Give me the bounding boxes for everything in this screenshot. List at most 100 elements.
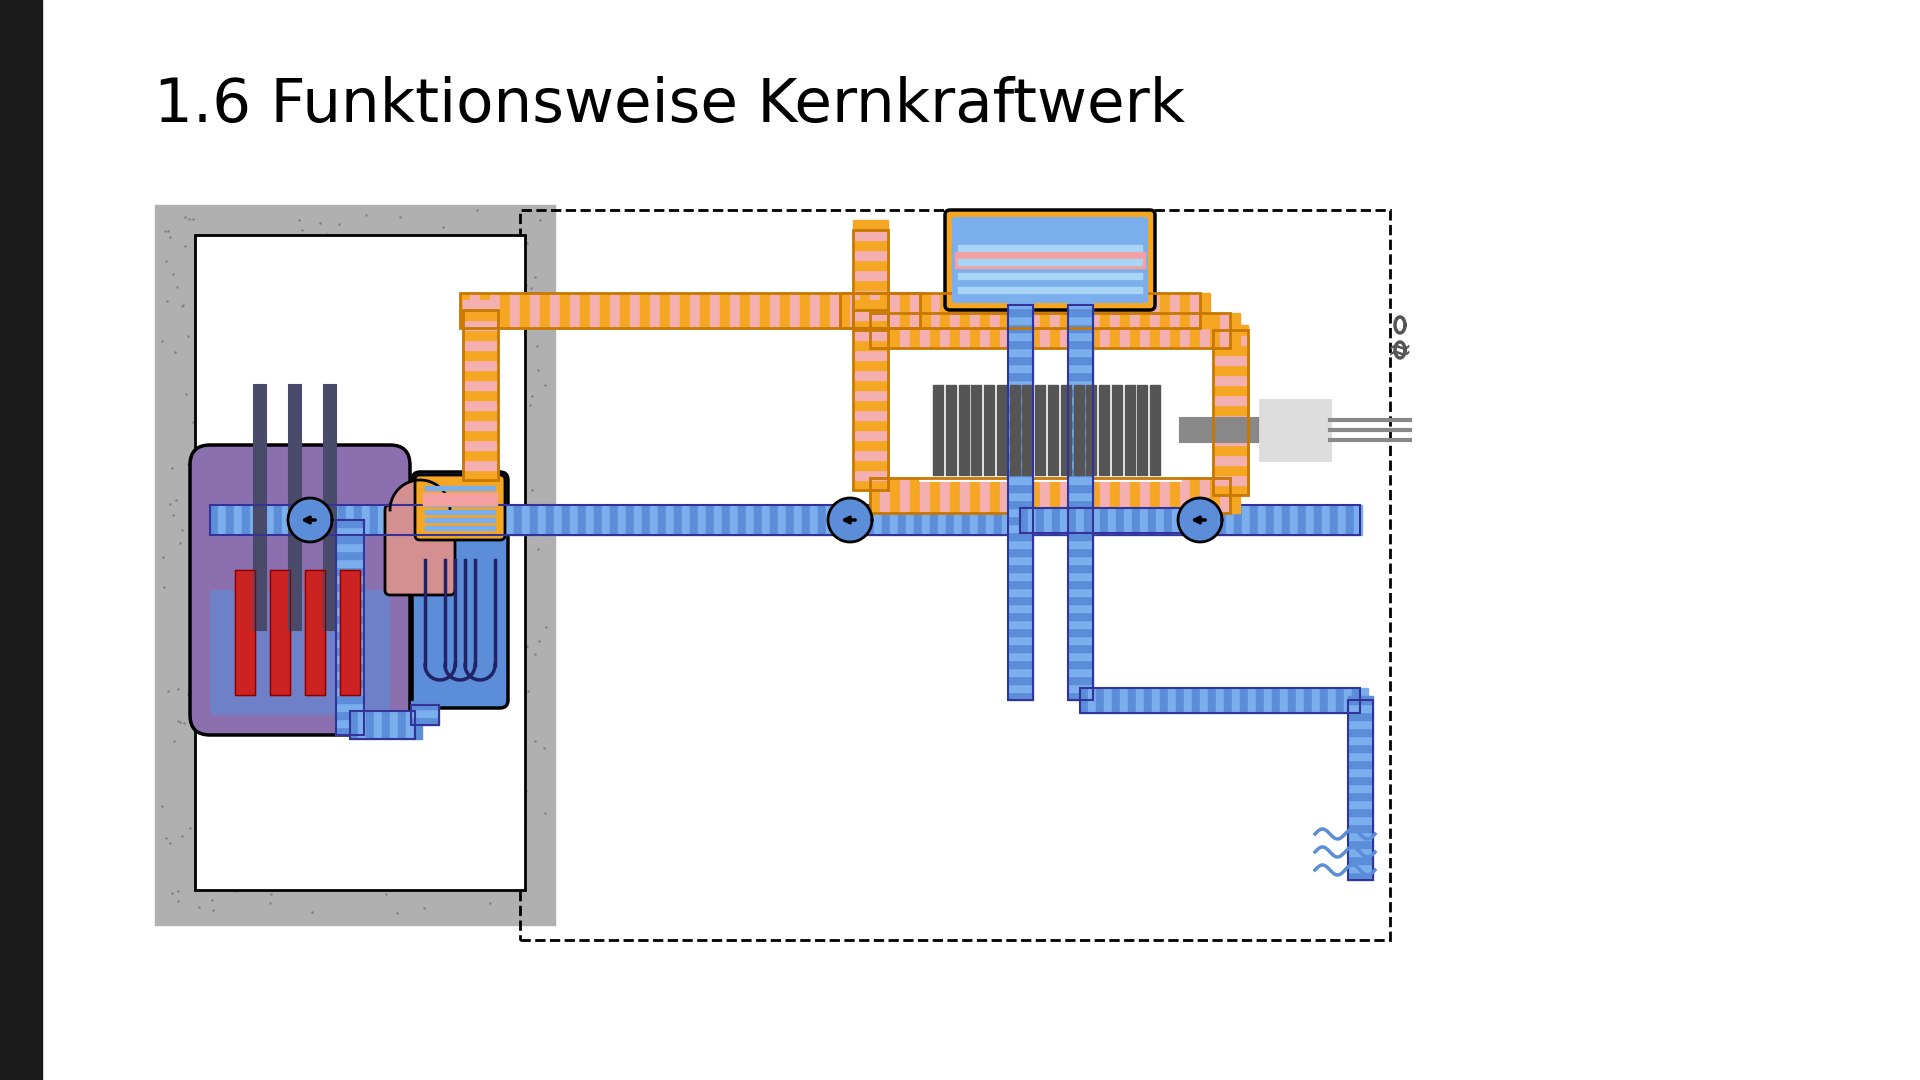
Bar xyxy=(991,312,1000,348)
Bar xyxy=(852,291,887,300)
Bar xyxy=(1213,445,1248,455)
Bar xyxy=(599,293,611,327)
Bar xyxy=(991,293,1000,327)
Bar xyxy=(507,505,515,535)
Bar xyxy=(1156,508,1164,532)
Bar xyxy=(1050,477,1060,513)
Bar xyxy=(1069,293,1079,327)
Bar xyxy=(1020,293,1029,327)
Bar xyxy=(463,320,497,330)
Bar xyxy=(1068,380,1092,388)
Bar xyxy=(1348,700,1373,880)
Bar xyxy=(630,293,639,327)
Bar xyxy=(910,293,920,327)
Bar xyxy=(1068,524,1092,532)
Bar xyxy=(852,430,887,440)
Bar xyxy=(634,505,641,535)
Bar xyxy=(1058,505,1066,535)
Bar xyxy=(939,505,947,535)
Bar xyxy=(1110,293,1119,327)
Bar xyxy=(891,293,900,327)
Bar xyxy=(463,450,497,460)
Bar xyxy=(1068,644,1092,652)
Bar xyxy=(1348,800,1373,808)
Bar xyxy=(852,280,887,291)
Bar xyxy=(1010,384,1020,475)
Bar xyxy=(689,293,701,327)
Bar xyxy=(586,505,593,535)
Bar xyxy=(497,505,507,535)
Bar xyxy=(851,293,860,327)
Bar xyxy=(852,310,887,320)
Bar xyxy=(1010,505,1018,535)
Bar xyxy=(1060,508,1068,532)
Bar xyxy=(929,293,941,327)
Bar xyxy=(1348,752,1373,760)
Bar xyxy=(1121,505,1131,535)
Bar xyxy=(826,505,833,535)
Bar xyxy=(950,312,960,348)
Bar xyxy=(1227,505,1235,535)
Bar xyxy=(1100,477,1110,513)
Bar xyxy=(290,505,298,535)
Bar xyxy=(929,477,941,513)
Bar xyxy=(852,380,887,390)
Bar xyxy=(1068,372,1092,380)
Bar xyxy=(626,505,634,535)
Bar xyxy=(720,293,730,327)
Bar xyxy=(336,543,365,551)
Bar xyxy=(1139,505,1146,535)
Bar xyxy=(336,671,365,679)
Bar xyxy=(730,505,737,535)
FancyBboxPatch shape xyxy=(209,590,390,715)
Bar xyxy=(852,450,887,460)
Bar xyxy=(778,505,785,535)
Bar xyxy=(1068,588,1092,596)
Bar xyxy=(910,312,920,348)
Bar xyxy=(833,505,843,535)
Bar xyxy=(1250,505,1258,535)
Bar xyxy=(1008,396,1033,404)
Bar xyxy=(1137,384,1148,475)
Bar xyxy=(1008,612,1033,620)
Bar xyxy=(1152,688,1160,713)
Bar xyxy=(1348,848,1373,856)
Bar xyxy=(910,293,920,327)
Bar xyxy=(1359,688,1367,713)
Bar xyxy=(870,312,879,348)
Bar xyxy=(336,519,365,735)
Bar xyxy=(336,654,365,663)
Bar xyxy=(1213,455,1248,465)
Bar xyxy=(1119,477,1131,513)
Bar xyxy=(1008,332,1033,340)
Bar xyxy=(336,727,365,735)
Bar xyxy=(651,293,660,327)
Bar xyxy=(852,360,887,370)
Bar xyxy=(929,312,941,348)
Bar xyxy=(1290,505,1298,535)
Bar xyxy=(1210,505,1217,535)
Bar xyxy=(1213,355,1248,365)
Bar xyxy=(1213,330,1248,495)
Bar xyxy=(618,505,626,535)
Bar xyxy=(1181,477,1190,513)
Bar xyxy=(315,505,323,535)
Bar xyxy=(1100,293,1110,327)
Bar xyxy=(1190,312,1200,348)
Bar xyxy=(1008,564,1033,572)
Bar xyxy=(1068,388,1092,396)
Bar xyxy=(970,312,979,348)
Bar xyxy=(1008,308,1033,316)
Bar xyxy=(851,505,858,535)
Bar xyxy=(1068,300,1092,308)
Bar xyxy=(1035,384,1044,475)
Bar xyxy=(336,519,365,527)
Bar xyxy=(1048,384,1058,475)
Bar xyxy=(970,293,979,327)
Bar xyxy=(394,505,401,535)
Bar xyxy=(682,505,689,535)
Bar xyxy=(1281,688,1288,713)
Bar xyxy=(397,711,405,739)
Bar xyxy=(651,505,659,535)
Bar xyxy=(1068,636,1092,644)
